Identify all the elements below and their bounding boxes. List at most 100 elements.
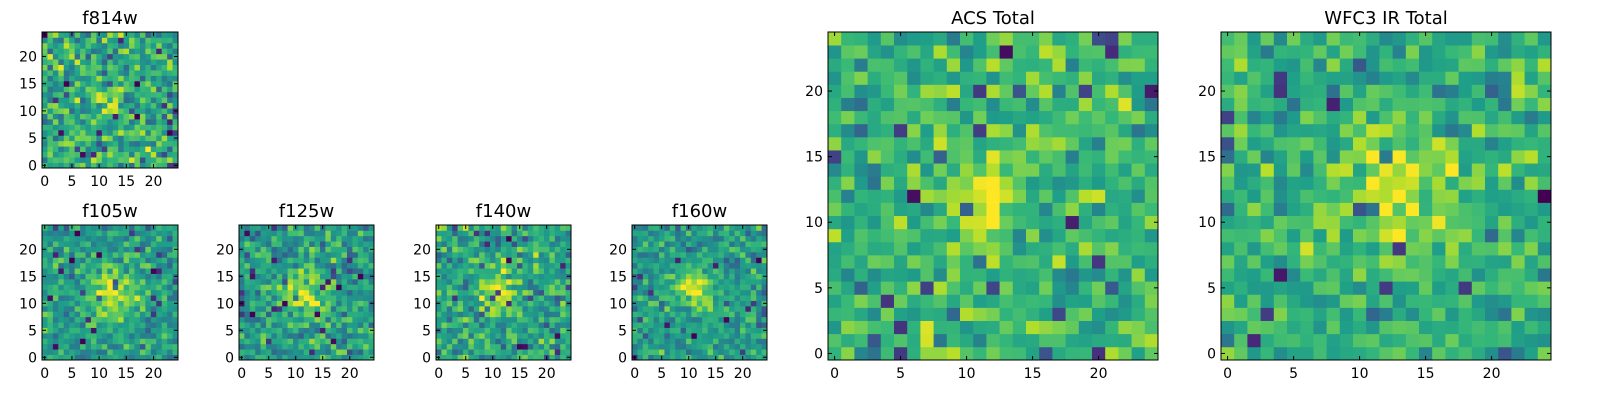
heatmap-cell (1026, 320, 1040, 335)
heatmap-cell (129, 53, 135, 60)
y-tick-label: 5 (422, 323, 431, 339)
heatmap-cell (1471, 307, 1486, 321)
heatmap-cell (271, 225, 278, 231)
heatmap-cell (172, 37, 179, 44)
heatmap-cell (123, 64, 130, 71)
heatmap-cell (42, 86, 48, 93)
heatmap-cell (565, 289, 572, 296)
heatmap-cell (729, 257, 735, 264)
heatmap-cell (1105, 307, 1119, 321)
heatmap-cell (517, 252, 523, 258)
heatmap-cell (740, 230, 746, 237)
heatmap-cell (946, 189, 961, 203)
heatmap-cell (854, 110, 868, 125)
heatmap-cell (867, 163, 882, 177)
heatmap-cell (150, 333, 157, 339)
heatmap-cell (107, 338, 114, 345)
heatmap-cell (90, 306, 97, 312)
heatmap-cell (112, 241, 119, 247)
heatmap-cell (880, 97, 895, 112)
heatmap-cell (691, 338, 698, 345)
heatmap-cell (80, 306, 86, 312)
heatmap-cell (473, 327, 480, 334)
heatmap-cell (244, 273, 251, 280)
heatmap-cell (1247, 268, 1261, 282)
heatmap-cell (156, 75, 163, 82)
heatmap-cell (756, 333, 762, 339)
heatmap-cell (867, 150, 882, 164)
heatmap-cell (544, 311, 550, 318)
heatmap-cell (90, 102, 97, 109)
heatmap-cell (745, 306, 752, 312)
heatmap-cell (642, 300, 649, 307)
heatmap-cell (986, 84, 1000, 98)
heatmap-cell (352, 316, 359, 323)
heatmap-cell (506, 349, 512, 355)
heatmap-cell (1339, 97, 1354, 112)
heatmap-cell (880, 189, 895, 203)
x-tick-label: 15 (314, 366, 332, 382)
heatmap-cell (107, 252, 114, 258)
x-tick-label: 0 (40, 174, 49, 190)
heatmap-cell (1012, 202, 1027, 217)
heatmap-cell (1445, 84, 1459, 98)
heatmap-cell (549, 289, 556, 296)
heatmap-cell (1026, 32, 1040, 46)
heatmap-cell (457, 306, 464, 312)
heatmap-cell (172, 42, 179, 49)
heatmap-cell (933, 136, 948, 151)
heatmap-cell (341, 306, 348, 312)
heatmap-cell (1118, 228, 1132, 243)
heatmap-cell (1273, 189, 1288, 203)
heatmap-cell (282, 257, 288, 264)
heatmap-cell (330, 343, 337, 350)
heatmap-cell (90, 135, 97, 142)
heatmap-cell (1458, 123, 1473, 138)
heatmap-cell (156, 91, 163, 98)
heatmap-cell (172, 140, 179, 147)
heatmap-cell (1458, 189, 1473, 203)
heatmap-cell (161, 146, 168, 153)
heatmap-cell (734, 354, 741, 361)
heatmap-cell (145, 354, 152, 361)
heatmap-cell (1313, 189, 1327, 203)
heatmap-cell (69, 246, 75, 253)
heatmap-cell (1039, 255, 1053, 269)
heatmap-cell (675, 295, 681, 301)
heatmap-cell (691, 295, 698, 301)
heatmap-cell (500, 246, 507, 253)
heatmap-cell (63, 327, 70, 334)
heatmap-cell (123, 42, 130, 49)
heatmap-cell (702, 284, 708, 291)
heatmap-cell (642, 262, 649, 269)
heatmap-cell (1221, 241, 1235, 256)
heatmap-cell (522, 289, 529, 296)
heatmap-cell (145, 97, 152, 104)
heatmap-cell (123, 140, 130, 147)
heatmap-cell (341, 257, 348, 264)
heatmap-cell (96, 343, 103, 350)
heatmap-cell (756, 300, 762, 307)
heatmap-cell (101, 48, 108, 55)
heatmap-cell (723, 262, 730, 269)
heatmap-cell (880, 202, 895, 217)
heatmap-cell (880, 294, 895, 308)
heatmap-cell (1273, 333, 1288, 348)
heatmap-cell (368, 225, 375, 231)
heatmap-cell (1260, 241, 1275, 256)
heatmap-cell (1026, 163, 1040, 177)
heatmap-cell (314, 289, 321, 296)
heatmap-cell (123, 306, 130, 312)
heatmap-cell (244, 343, 251, 350)
heatmap-cell (90, 252, 97, 258)
heatmap-cell (352, 252, 359, 258)
heatmap-cell (298, 241, 305, 247)
heatmap-cell (920, 32, 934, 46)
heatmap-cell (642, 311, 649, 318)
heatmap-cell (867, 97, 882, 112)
heatmap-cell (266, 284, 272, 291)
heatmap-cell (750, 230, 757, 237)
heatmap-cell (538, 241, 545, 247)
